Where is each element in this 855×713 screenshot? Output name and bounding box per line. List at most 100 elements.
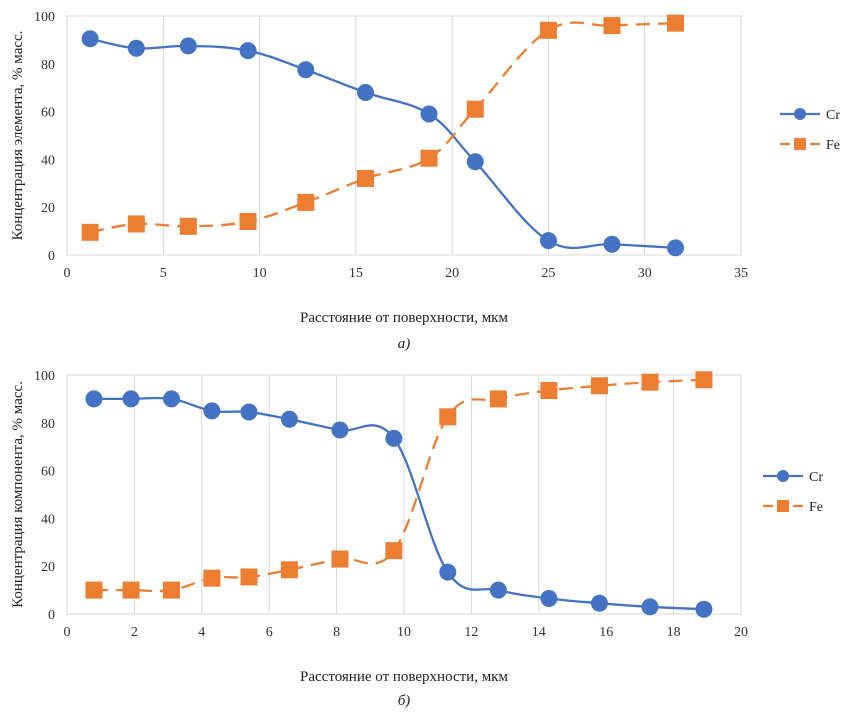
legend-marker-fe	[794, 138, 806, 150]
chart-a: 0 5 10 15 20 25 30 35 0 20 40 60 80 100 Расстояние от …	[10, 10, 840, 352]
y-tick-label: 20	[41, 560, 55, 575]
data-point-cr	[695, 600, 713, 618]
data-point-fe	[641, 373, 659, 391]
x-tick-label: 5	[160, 266, 167, 281]
data-point-fe	[667, 14, 685, 32]
data-point-fe	[439, 408, 457, 426]
data-point-cr	[667, 239, 685, 257]
data-point-fe	[240, 568, 258, 586]
data-point-cr	[489, 581, 507, 599]
data-point-cr	[81, 30, 99, 48]
y-tick-label: 20	[41, 201, 55, 216]
x-tick-label: 15	[349, 266, 363, 281]
y-tick-label: 40	[41, 512, 55, 527]
x-tick-label: 25	[541, 266, 555, 281]
data-point-cr	[162, 390, 180, 408]
chart-caption: а)	[398, 336, 411, 352]
x-tick-label: 30	[638, 266, 652, 281]
legend-marker-fe	[777, 500, 789, 512]
chart-caption: б)	[398, 693, 411, 709]
data-point-fe	[540, 382, 558, 400]
data-point-fe	[179, 217, 197, 235]
x-tick-label: 10	[397, 625, 411, 640]
data-point-fe	[280, 561, 298, 579]
y-tick-label: 60	[41, 106, 55, 121]
legend-marker-cr	[794, 108, 806, 120]
data-point-fe	[162, 581, 180, 599]
data-point-fe	[603, 17, 621, 35]
data-point-fe	[590, 377, 608, 395]
data-point-cr	[356, 83, 374, 101]
data-point-fe	[203, 569, 221, 587]
legend-marker-cr	[777, 470, 789, 482]
x-tick-label: 18	[667, 625, 681, 640]
series-line-cr	[94, 396, 704, 611]
x-tick-label: 4	[198, 625, 205, 640]
data-point-fe	[239, 213, 257, 231]
x-axis-label: Расстояние от поверхности, мкм	[300, 669, 508, 685]
y-tick-label: 0	[48, 249, 55, 264]
data-point-cr	[590, 594, 608, 612]
data-point-cr	[603, 235, 621, 253]
data-point-cr	[331, 421, 349, 439]
data-point-fe	[81, 223, 99, 241]
y-tick-label: 80	[41, 417, 55, 432]
x-tick-label: 16	[599, 625, 613, 640]
data-point-cr	[85, 390, 103, 408]
data-point-cr	[127, 39, 145, 57]
data-point-cr	[203, 402, 221, 420]
data-point-cr	[297, 61, 315, 79]
x-tick-label: 8	[333, 625, 340, 640]
data-point-fe	[331, 550, 349, 568]
data-point-cr	[540, 589, 558, 607]
x-tick-label: 0	[64, 266, 71, 281]
data-point-cr	[539, 232, 557, 250]
data-point-fe	[489, 390, 507, 408]
x-tick-label: 10	[253, 266, 267, 281]
data-point-cr	[641, 598, 659, 616]
data-point-fe	[297, 193, 315, 211]
data-point-cr	[239, 42, 257, 60]
data-point-fe	[122, 581, 140, 599]
data-point-cr	[122, 390, 140, 408]
data-point-fe	[466, 100, 484, 118]
legend-label-fe: Fe	[826, 138, 840, 153]
data-point-cr	[439, 563, 457, 581]
chart-b: 0 2 4 6 8 10 12 14 16 18 20 0 20 40 60 80 100 Расстояние …	[10, 369, 823, 709]
x-tick-label: 35	[734, 266, 748, 281]
x-tick-label: 20	[445, 266, 459, 281]
data-point-fe	[695, 371, 713, 389]
data-point-fe	[539, 21, 557, 39]
y-tick-label: 0	[48, 608, 55, 623]
legend-label-cr: Cr	[809, 470, 823, 485]
x-tick-label: 12	[464, 625, 478, 640]
y-tick-label: 60	[41, 465, 55, 480]
data-point-fe	[356, 170, 374, 188]
y-tick-label: 80	[41, 58, 55, 73]
series-line-cr	[89, 37, 676, 250]
y-axis-label: Концентрация компонента, % масс.	[10, 381, 26, 608]
x-tick-label: 14	[532, 625, 546, 640]
x-tick-label: 20	[734, 625, 748, 640]
data-point-cr	[179, 37, 197, 55]
legend-label-cr: Cr	[826, 108, 840, 123]
y-tick-label: 100	[34, 10, 55, 25]
data-point-fe	[420, 149, 438, 167]
data-point-fe	[85, 581, 103, 599]
plot-area	[66, 15, 742, 256]
series-line-fe	[89, 21, 676, 234]
data-point-fe	[385, 542, 403, 560]
y-tick-label: 100	[34, 369, 55, 384]
data-point-cr	[466, 153, 484, 171]
x-tick-label: 2	[131, 625, 138, 640]
data-point-cr	[280, 410, 298, 428]
x-tick-label: 6	[266, 625, 273, 640]
y-tick-label: 40	[41, 153, 55, 168]
data-point-cr	[420, 105, 438, 123]
data-point-cr	[240, 403, 258, 421]
x-axis-label: Расстояние от поверхности, мкм	[300, 310, 508, 326]
data-point-cr	[385, 429, 403, 447]
x-tick-label: 0	[64, 625, 71, 640]
data-point-fe	[127, 215, 145, 233]
y-axis-label: Концентрация элемента, % масс.	[10, 31, 26, 241]
